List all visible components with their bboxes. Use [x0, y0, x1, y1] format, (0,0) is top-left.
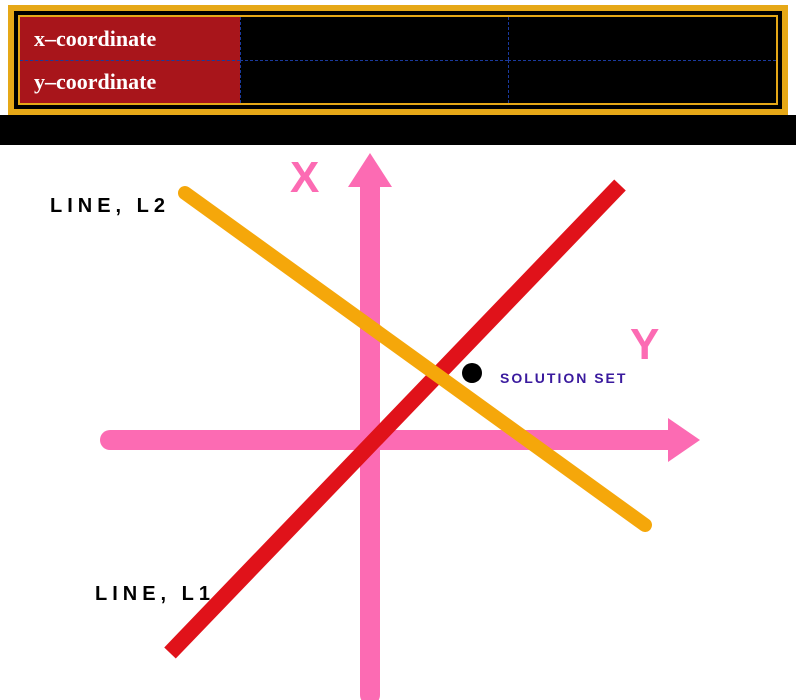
table-row: y–coordinate — [20, 60, 776, 103]
x-axis-label: X — [290, 153, 319, 203]
table-cell — [240, 60, 508, 103]
table-row: x–coordinate — [20, 17, 776, 60]
y-axis-label: Y — [630, 320, 659, 370]
solution-label: SOLUTION SET — [500, 370, 627, 386]
coordinate-table-inner: x–coordinate y–coordinate — [18, 15, 778, 105]
table-cell — [240, 17, 508, 60]
table-cell — [508, 17, 776, 60]
coordinate-table: x–coordinate y–coordinate — [8, 5, 788, 115]
line-l2-label: LINE, L2 — [50, 195, 170, 218]
solution-dot — [462, 363, 482, 383]
line-l1 — [170, 185, 620, 653]
coordinate-graph: X Y LINE, L2 LINE, L1 SOLUTION SET — [0, 145, 796, 700]
black-bar — [0, 115, 796, 145]
line-l2 — [185, 193, 645, 525]
graph-svg — [0, 145, 796, 700]
y-axis-arrow — [348, 153, 392, 187]
x-axis-arrow — [668, 418, 700, 462]
line-l1-label: LINE, L1 — [95, 583, 215, 606]
row-label-x: x–coordinate — [20, 17, 240, 60]
table-cell — [508, 60, 776, 103]
row-label-y: y–coordinate — [20, 60, 240, 103]
